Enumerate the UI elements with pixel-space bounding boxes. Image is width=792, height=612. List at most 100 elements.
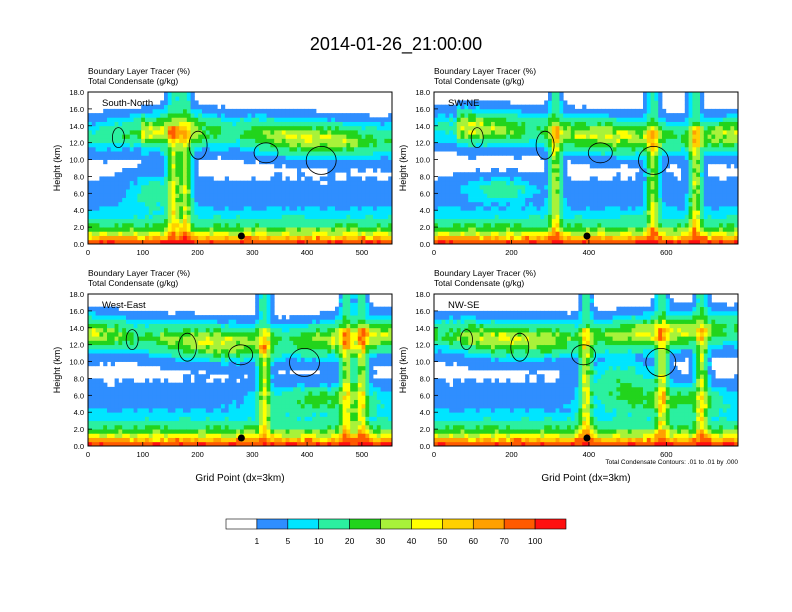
field-cell xyxy=(472,197,477,203)
field-cell xyxy=(179,235,184,241)
field-cell xyxy=(327,218,332,224)
field-cell xyxy=(331,168,336,173)
field-cell xyxy=(285,176,290,182)
field-cell xyxy=(122,176,127,182)
field-cell xyxy=(715,189,720,194)
field-cell xyxy=(342,155,347,160)
field-cell xyxy=(525,214,530,220)
field-cell xyxy=(129,130,134,135)
field-cell xyxy=(643,92,648,97)
field-cell xyxy=(304,138,309,144)
field-cell xyxy=(342,125,347,131)
field-cell xyxy=(605,214,610,220)
field-cell xyxy=(532,222,537,228)
field-cell xyxy=(643,189,648,194)
field-cell xyxy=(700,172,705,177)
field-cell xyxy=(300,227,305,232)
field-cell xyxy=(684,108,689,114)
field-cell xyxy=(331,121,336,127)
field-cell xyxy=(681,193,686,198)
field-cell xyxy=(441,197,446,203)
field-cell xyxy=(601,201,606,207)
field-cell xyxy=(684,176,689,182)
field-cell xyxy=(354,201,359,207)
field-cell xyxy=(190,180,195,186)
field-cell xyxy=(338,130,343,135)
field-cell xyxy=(186,227,191,232)
field-cell xyxy=(274,108,279,114)
field-cell xyxy=(361,201,366,207)
field-cell xyxy=(388,231,393,236)
field-cell xyxy=(684,130,689,135)
field-cell xyxy=(148,176,153,182)
field-cell xyxy=(593,206,598,211)
field-cell xyxy=(665,235,670,241)
field-cell xyxy=(224,138,229,144)
field-cell xyxy=(696,197,701,203)
field-cell xyxy=(213,130,218,135)
field-cell xyxy=(114,176,119,182)
field-cell xyxy=(506,206,511,211)
field-cell xyxy=(502,231,507,236)
field-cell xyxy=(692,92,697,97)
field-cell xyxy=(734,125,739,131)
field-cell xyxy=(297,138,302,144)
field-cell xyxy=(597,201,602,207)
field-cell xyxy=(548,231,553,236)
field-cell xyxy=(152,210,157,215)
field-cell xyxy=(654,227,659,232)
field-cell xyxy=(559,108,564,114)
field-cell xyxy=(224,121,229,127)
field-cell xyxy=(475,231,480,236)
y-tick-label: 16.0 xyxy=(415,105,430,114)
field-cell xyxy=(255,134,260,139)
field-cell xyxy=(316,163,321,169)
field-cell xyxy=(365,130,370,135)
field-cell xyxy=(711,130,716,135)
field-cell xyxy=(555,151,560,156)
field-cell xyxy=(152,138,157,144)
field-cell xyxy=(715,206,720,211)
field-cell xyxy=(156,163,161,169)
field-cell xyxy=(308,159,313,165)
field-cell xyxy=(624,218,629,224)
field-cell xyxy=(498,193,503,198)
field-cell xyxy=(107,210,112,215)
field-cell xyxy=(164,125,169,131)
field-cell xyxy=(194,168,199,173)
field-cell xyxy=(202,210,207,215)
field-cell xyxy=(601,222,606,228)
field-cell xyxy=(304,117,309,122)
field-cell xyxy=(247,235,252,241)
field-cell xyxy=(179,96,184,101)
field-cell xyxy=(175,184,180,190)
field-cell xyxy=(449,130,454,135)
field-cell xyxy=(388,163,393,169)
field-cell xyxy=(232,239,237,245)
field-cell xyxy=(270,151,275,156)
field-cell xyxy=(198,206,203,211)
field-cell xyxy=(327,189,332,194)
field-cell xyxy=(213,146,218,152)
field-cell xyxy=(494,189,499,194)
field-cell xyxy=(91,319,96,324)
field-cell xyxy=(133,180,138,186)
field-cell xyxy=(175,117,180,122)
field-cell xyxy=(118,130,123,135)
field-cell xyxy=(338,117,343,122)
field-cell xyxy=(555,96,560,101)
field-cell xyxy=(669,184,674,190)
field-cell xyxy=(99,239,104,245)
field-cell xyxy=(681,142,686,148)
field-cell xyxy=(707,146,712,152)
field-cell xyxy=(487,172,492,177)
field-cell xyxy=(357,113,362,118)
field-cell xyxy=(510,146,515,152)
field-cell xyxy=(202,104,207,110)
field-cell xyxy=(582,231,587,236)
field-cell xyxy=(688,180,693,186)
field-cell xyxy=(243,108,248,114)
field-cell xyxy=(540,222,545,228)
field-cell xyxy=(536,239,541,245)
field-cell xyxy=(658,113,663,118)
